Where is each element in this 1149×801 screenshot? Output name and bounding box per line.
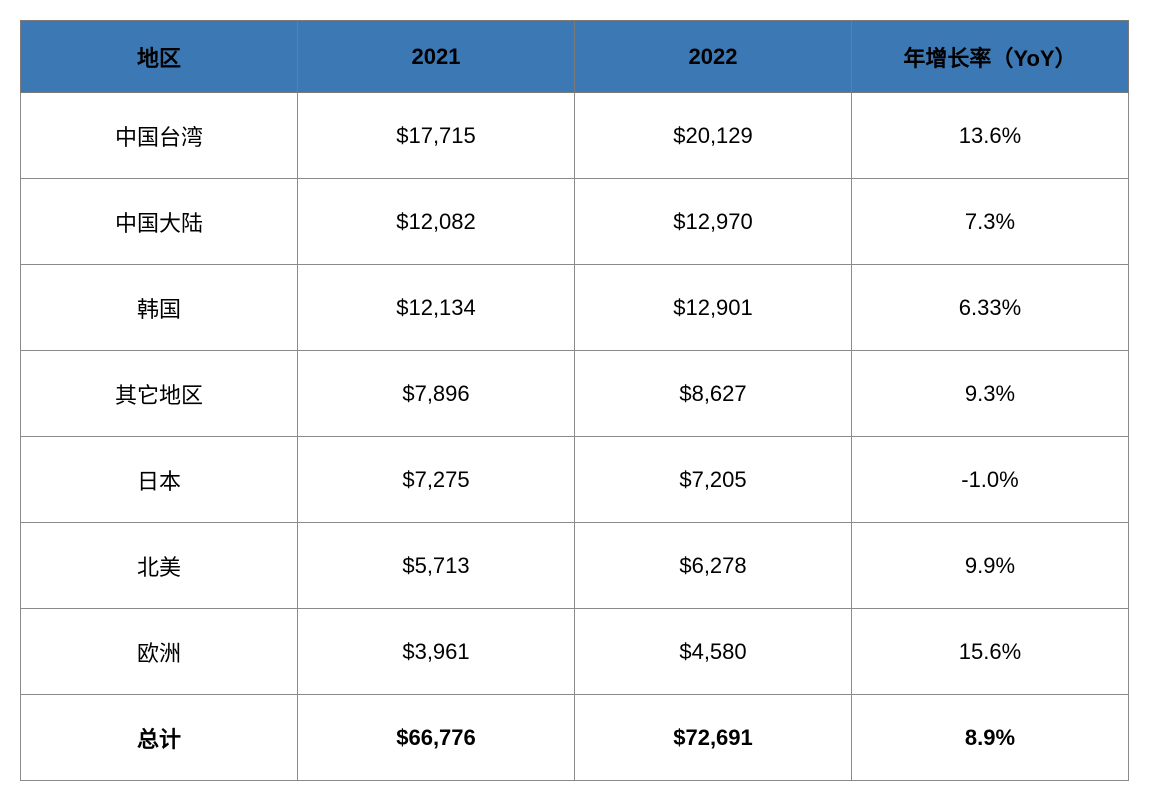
table-row: 中国大陆 $12,082 $12,970 7.3%	[21, 179, 1129, 265]
cell-2021: $3,961	[298, 609, 575, 695]
table-row: 北美 $5,713 $6,278 9.9%	[21, 523, 1129, 609]
cell-yoy: 7.3%	[852, 179, 1129, 265]
cell-2021: $7,896	[298, 351, 575, 437]
cell-2021: $7,275	[298, 437, 575, 523]
cell-2022: $7,205	[575, 437, 852, 523]
data-table-container: 地区 2021 2022 年增长率（YoY） 中国台湾 $17,715 $20,…	[20, 20, 1129, 781]
cell-region: 欧洲	[21, 609, 298, 695]
cell-yoy: 9.3%	[852, 351, 1129, 437]
table-row: 韩国 $12,134 $12,901 6.33%	[21, 265, 1129, 351]
cell-yoy: 13.6%	[852, 93, 1129, 179]
table-row: 日本 $7,275 $7,205 -1.0%	[21, 437, 1129, 523]
cell-2022: $4,580	[575, 609, 852, 695]
cell-total-label: 总计	[21, 695, 298, 781]
cell-2022: $12,970	[575, 179, 852, 265]
cell-2022: $8,627	[575, 351, 852, 437]
cell-total-yoy: 8.9%	[852, 695, 1129, 781]
cell-2021: $12,082	[298, 179, 575, 265]
col-header-2021: 2021	[298, 21, 575, 93]
table-row: 中国台湾 $17,715 $20,129 13.6%	[21, 93, 1129, 179]
cell-yoy: -1.0%	[852, 437, 1129, 523]
cell-yoy: 15.6%	[852, 609, 1129, 695]
cell-region: 其它地区	[21, 351, 298, 437]
cell-2022: $12,901	[575, 265, 852, 351]
cell-region: 韩国	[21, 265, 298, 351]
cell-yoy: 9.9%	[852, 523, 1129, 609]
cell-2022: $6,278	[575, 523, 852, 609]
cell-yoy: 6.33%	[852, 265, 1129, 351]
table-header-row: 地区 2021 2022 年增长率（YoY）	[21, 21, 1129, 93]
table-row: 其它地区 $7,896 $8,627 9.3%	[21, 351, 1129, 437]
col-header-2022: 2022	[575, 21, 852, 93]
cell-2022: $20,129	[575, 93, 852, 179]
col-header-yoy: 年增长率（YoY）	[852, 21, 1129, 93]
cell-region: 中国大陆	[21, 179, 298, 265]
table-total-row: 总计 $66,776 $72,691 8.9%	[21, 695, 1129, 781]
cell-region: 北美	[21, 523, 298, 609]
cell-2021: $12,134	[298, 265, 575, 351]
data-table: 地区 2021 2022 年增长率（YoY） 中国台湾 $17,715 $20,…	[20, 20, 1129, 781]
col-header-region: 地区	[21, 21, 298, 93]
cell-2021: $17,715	[298, 93, 575, 179]
cell-total-2021: $66,776	[298, 695, 575, 781]
cell-region: 日本	[21, 437, 298, 523]
cell-region: 中国台湾	[21, 93, 298, 179]
cell-2021: $5,713	[298, 523, 575, 609]
cell-total-2022: $72,691	[575, 695, 852, 781]
table-row: 欧洲 $3,961 $4,580 15.6%	[21, 609, 1129, 695]
